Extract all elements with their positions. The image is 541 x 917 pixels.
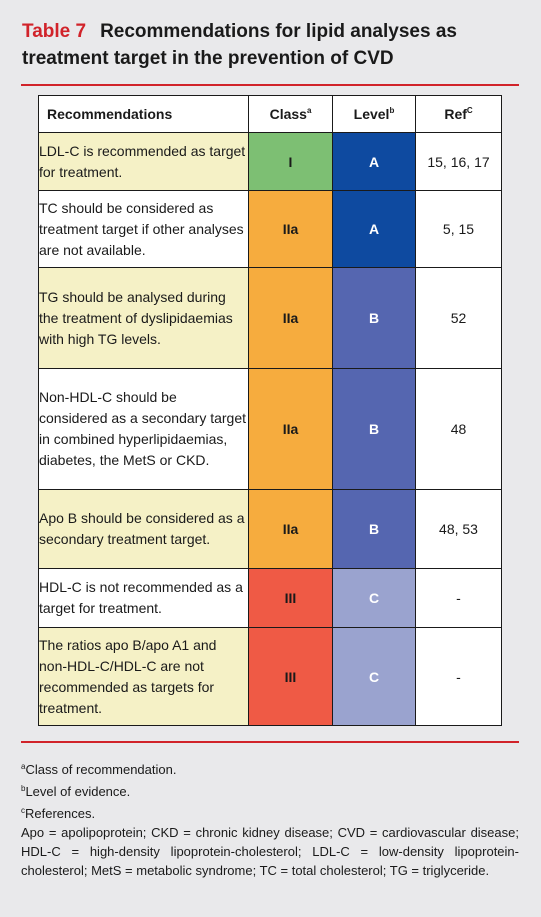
class-cell: IIa <box>248 368 333 490</box>
class-cell: IIa <box>248 190 333 268</box>
recommendation-text: TC should be considered as treatment tar… <box>38 190 249 268</box>
recommendation-text: LDL-C is recommended as target for treat… <box>38 132 249 191</box>
bottom-divider <box>21 741 519 743</box>
table-row: The ratios apo B/apo A1 and non-HDL-C/HD… <box>38 627 502 726</box>
ref-cell: 15, 16, 17 <box>415 132 502 191</box>
level-cell: B <box>332 368 416 490</box>
table-body: LDL-C is recommended as target for treat… <box>38 132 502 726</box>
class-cell: III <box>248 568 333 628</box>
footnote-b: bLevel of evidence. <box>21 784 131 799</box>
level-cell: A <box>332 190 416 268</box>
footnote-c: cReferences. <box>21 806 96 821</box>
table-title: Table 7 Recommendations for lipid analyse… <box>22 18 527 72</box>
ref-cell: 48 <box>415 368 502 490</box>
level-cell: B <box>332 489 416 569</box>
header-class: Classa <box>248 95 333 133</box>
table-row: HDL-C is not recommended as a target for… <box>38 568 502 628</box>
level-cell: C <box>332 627 416 726</box>
header-recommendations: Recommendations <box>38 95 249 133</box>
ref-cell: 48, 53 <box>415 489 502 569</box>
recommendation-text: HDL-C is not recommended as a target for… <box>38 568 249 628</box>
top-divider <box>21 84 519 86</box>
class-cell: IIa <box>248 267 333 369</box>
class-cell: IIa <box>248 489 333 569</box>
level-cell: A <box>332 132 416 191</box>
table-row: LDL-C is recommended as target for treat… <box>38 132 502 191</box>
ref-cell: 5, 15 <box>415 190 502 268</box>
table-row: TG should be analysed during the treatme… <box>38 267 502 369</box>
recommendation-text: Non-HDL-C should be considered as a seco… <box>38 368 249 490</box>
table-row: Non-HDL-C should be considered as a seco… <box>38 368 502 490</box>
level-cell: C <box>332 568 416 628</box>
ref-cell: - <box>415 568 502 628</box>
footnote-a: aClass of recommendation. <box>21 762 177 777</box>
footnote-abbreviations: Apo = apolipoprotein; CKD = chronic kidn… <box>21 825 519 878</box>
table-header-row: Recommendations Classa Levelb RefC <box>38 95 502 133</box>
recommendation-text: TG should be analysed during the treatme… <box>38 267 249 369</box>
ref-cell: - <box>415 627 502 726</box>
footnotes: aClass of recommendation. bLevel of evid… <box>21 757 519 880</box>
level-cell: B <box>332 267 416 369</box>
header-level: Levelb <box>332 95 416 133</box>
header-ref: RefC <box>415 95 502 133</box>
recommendations-table: Recommendations Classa Levelb RefC LDL-C… <box>38 95 502 726</box>
recommendation-text: The ratios apo B/apo A1 and non-HDL-C/HD… <box>38 627 249 726</box>
table-number: Table 7 <box>22 21 87 42</box>
table-title-text: Recommendations for lipid analyses as tr… <box>22 21 457 69</box>
class-cell: III <box>248 627 333 726</box>
class-cell: I <box>248 132 333 191</box>
table-row: Apo B should be considered as a secondar… <box>38 489 502 569</box>
recommendation-text: Apo B should be considered as a secondar… <box>38 489 249 569</box>
ref-cell: 52 <box>415 267 502 369</box>
table-row: TC should be considered as treatment tar… <box>38 190 502 268</box>
